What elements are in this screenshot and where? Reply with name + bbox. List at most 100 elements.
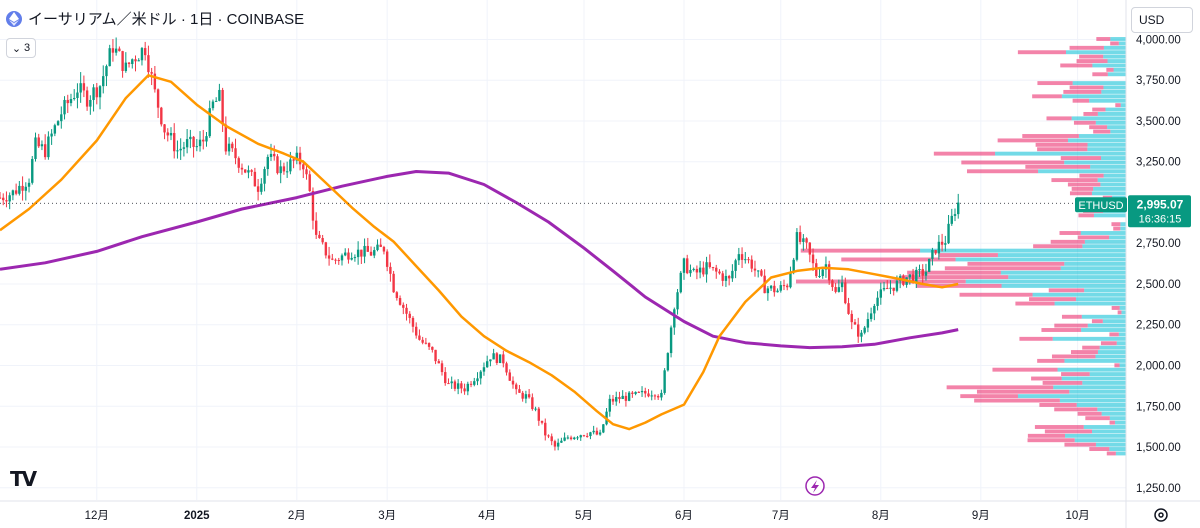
candle-body <box>873 305 876 314</box>
candle-body <box>395 292 399 299</box>
candle-body <box>340 255 344 261</box>
candle-body <box>176 150 179 152</box>
vp-up-bar <box>1069 389 1126 394</box>
vp-down-bar <box>1106 451 1116 456</box>
candle-body <box>253 171 257 187</box>
vp-up-bar <box>1081 314 1126 319</box>
candle-body <box>886 288 889 290</box>
vp-down-bar <box>960 394 1018 399</box>
vp-down-bar <box>997 138 1068 143</box>
vp-up-bar <box>1082 380 1126 385</box>
candle-body <box>318 234 321 239</box>
candle-body <box>908 274 912 278</box>
price-tag: ETHUSD 2,995.07 16:36:15 <box>1075 195 1191 228</box>
x-tick-label: 8月 <box>872 510 890 522</box>
gear-icon[interactable] <box>1152 506 1170 524</box>
vp-down-bar <box>1109 420 1115 425</box>
vp-up-bar <box>1093 186 1126 191</box>
vp-down-bar <box>800 248 921 253</box>
candle-body <box>650 395 653 397</box>
candle-body <box>69 99 73 104</box>
vp-up-bar <box>995 151 1126 156</box>
candle-body <box>344 252 347 256</box>
candle-body <box>576 437 579 439</box>
vp-down-bar <box>946 385 1054 390</box>
y-tick-label: 1,750.00 <box>1136 401 1181 413</box>
y-tick-label: 1,500.00 <box>1136 442 1181 454</box>
vp-down-bar <box>1035 142 1088 147</box>
vp-down-bar <box>1017 50 1066 55</box>
vp-down-bar <box>1033 244 1083 249</box>
vp-down-bar <box>1044 429 1092 434</box>
candle-body <box>786 285 789 288</box>
vp-up-bar <box>1091 429 1126 434</box>
vp-down-bar <box>1059 231 1081 235</box>
vp-up-bar <box>1097 112 1126 116</box>
vp-down-bar <box>967 261 1065 266</box>
candle-body <box>534 408 537 410</box>
candle-body <box>753 268 757 271</box>
candle-body <box>156 89 160 108</box>
flash-event-icon[interactable] <box>805 476 825 496</box>
candle-body <box>592 430 595 433</box>
candle-body <box>766 288 770 294</box>
vp-up-bar <box>1017 394 1126 399</box>
candle-body <box>434 349 437 362</box>
candle-body <box>18 185 21 194</box>
candle-body <box>911 274 915 283</box>
candle-body <box>369 251 373 256</box>
vp-up-bar <box>1087 147 1126 152</box>
vp-up-bar <box>1054 301 1126 306</box>
candle-body <box>292 159 295 161</box>
candle-body <box>518 389 521 393</box>
vp-down-bar <box>1037 358 1065 363</box>
vp-up-bar <box>1107 72 1126 77</box>
vp-up-bar <box>1083 425 1126 429</box>
candle-body <box>473 381 476 385</box>
candle-body <box>621 395 624 400</box>
x-tick-label: 7月 <box>772 510 790 522</box>
vp-down-bar <box>1041 328 1082 332</box>
candle-body <box>153 73 157 90</box>
vp-down-bar <box>1111 306 1120 310</box>
vp-down-bar <box>1077 235 1110 240</box>
candle-body <box>121 51 124 71</box>
candle-body <box>382 246 386 252</box>
candle-body <box>631 392 634 394</box>
candle-body <box>921 269 924 276</box>
vp-up-bar <box>1101 411 1126 416</box>
candle-body <box>740 254 744 260</box>
vp-up-bar <box>1089 372 1126 377</box>
vp-up-bar <box>1114 420 1126 425</box>
candle-body <box>489 359 492 362</box>
vp-up-bar <box>1052 336 1126 341</box>
vp-up-bar <box>1000 270 1126 275</box>
currency-selector[interactable]: USD <box>1131 7 1193 33</box>
candle-body <box>308 174 311 192</box>
candle-body <box>114 48 118 53</box>
candle-body <box>502 354 505 364</box>
vp-down-bar <box>1115 103 1121 108</box>
ethereum-icon <box>6 10 22 27</box>
candle-body <box>411 317 415 327</box>
candle-body <box>298 152 302 165</box>
candle-body <box>282 166 286 172</box>
candle-body <box>476 378 479 382</box>
candle-body <box>524 394 528 399</box>
vp-up-bar <box>1084 239 1126 244</box>
candle-body <box>108 48 111 67</box>
candle-body <box>160 107 163 125</box>
vp-up-bar <box>1102 319 1126 324</box>
indicators-collapse-button[interactable]: ⌄ 3 <box>6 38 36 58</box>
candle-body <box>11 190 15 196</box>
y-tick-label: 3,750.00 <box>1136 75 1181 87</box>
candle-body <box>640 390 644 393</box>
vp-up-bar <box>1107 59 1126 63</box>
candle-body <box>379 244 382 247</box>
tradingview-logo-icon[interactable]: TV <box>10 467 37 491</box>
candle-body <box>85 90 89 107</box>
candle-body <box>589 432 592 437</box>
vp-up-bar <box>1097 178 1126 183</box>
candle-body <box>324 242 328 256</box>
